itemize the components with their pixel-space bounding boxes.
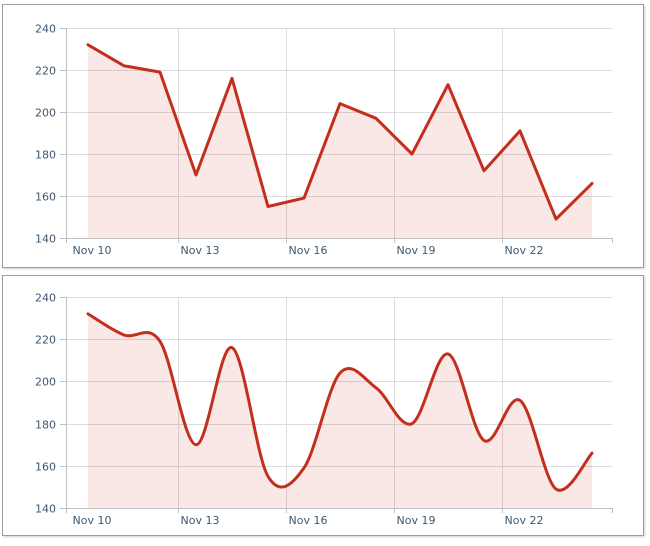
x-axis-label: Nov 22 xyxy=(505,514,544,527)
x-axis-label: Nov 19 xyxy=(397,514,436,527)
y-axis-label: 180 xyxy=(35,419,56,432)
x-axis-label: Nov 10 xyxy=(73,514,112,527)
area-fill xyxy=(88,313,592,508)
y-axis-label: 240 xyxy=(35,292,56,305)
spline-area-chart: 240 220 200 180 160 140 Nov 10 Nov 13 Nov 16 Nov … xyxy=(35,292,613,527)
x-axis-label: Nov 13 xyxy=(181,514,220,527)
line-chart-panel: 240 220 200 180 160 140 Nov 10 Nov 13 Nov 16 Nov … xyxy=(2,4,644,268)
y-axis-label: 180 xyxy=(35,149,56,162)
y-axis-label: 140 xyxy=(35,233,56,246)
x-axis-label: Nov 19 xyxy=(397,244,436,257)
y-axis-label: 220 xyxy=(35,65,56,78)
y-axis-label: 140 xyxy=(35,503,56,516)
y-axis-label: 240 xyxy=(35,23,56,36)
x-axis-label: Nov 13 xyxy=(181,244,220,257)
line-area-chart: 240 220 200 180 160 140 Nov 10 Nov 13 Nov 16 Nov … xyxy=(35,23,613,257)
y-axis-label: 160 xyxy=(35,461,56,474)
y-axis-label: 200 xyxy=(35,376,56,389)
y-axis-label: 200 xyxy=(35,107,56,120)
area-fill xyxy=(88,44,592,238)
x-axis-label: Nov 22 xyxy=(505,244,544,257)
y-axis-label: 160 xyxy=(35,191,56,204)
x-axis-label: Nov 16 xyxy=(289,514,328,527)
spline-chart-panel: 240 220 200 180 160 140 Nov 10 Nov 13 Nov 16 Nov … xyxy=(2,275,644,536)
y-axis-label: 220 xyxy=(35,334,56,347)
series-line xyxy=(86,312,594,492)
series-line xyxy=(86,43,594,221)
x-axis-label: Nov 16 xyxy=(289,244,328,257)
x-axis-label: Nov 10 xyxy=(73,244,112,257)
